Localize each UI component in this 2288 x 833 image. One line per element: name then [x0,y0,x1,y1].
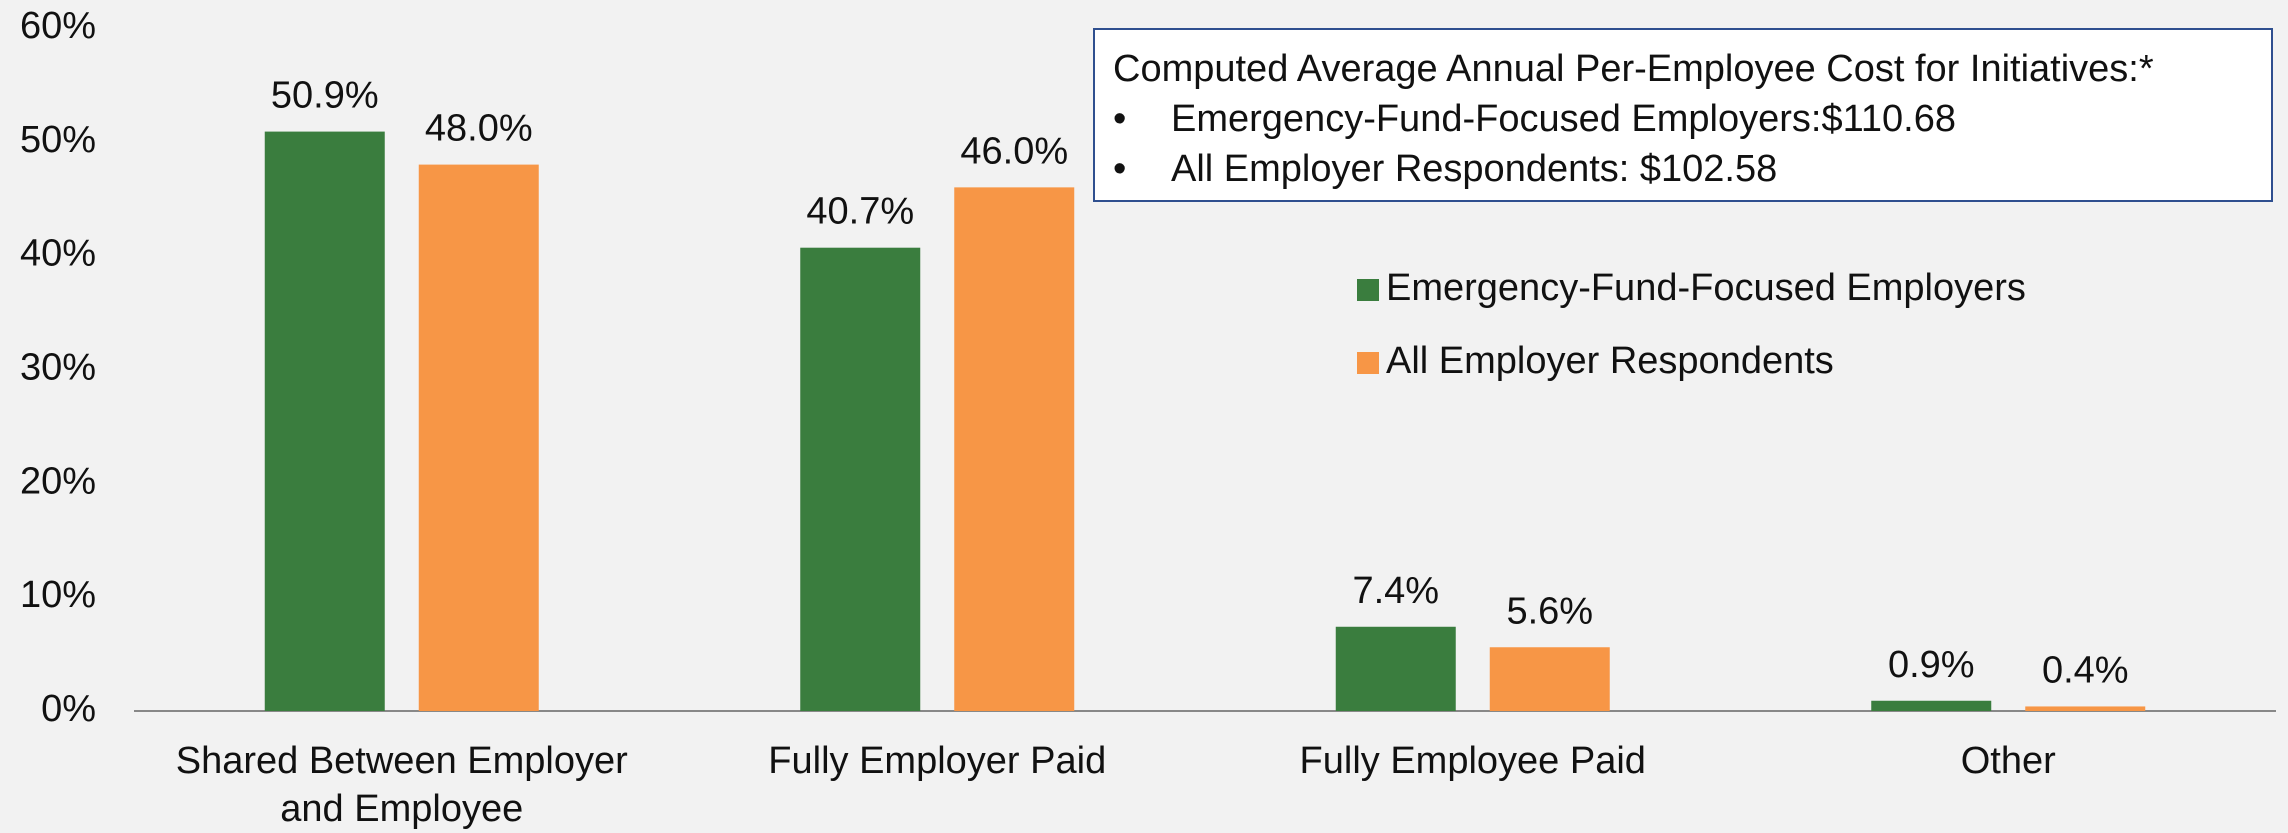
data-label: 48.0% [425,108,533,150]
x-tick-label: Shared Between Employer and Employee [175,740,628,830]
x-tick-label: Fully Employee Paid [1299,740,1646,782]
annotation-text: All Employer Respondents: $102.58 [1171,148,1778,190]
annotation-text: Emergency-Fund-Focused Employers:$110.68 [1171,98,1957,140]
legend-swatch [1357,352,1379,374]
data-label: 40.7% [806,191,914,233]
bar [954,187,1075,711]
bar [418,164,539,712]
bar [1489,647,1610,711]
annotation-item: • All Employer Respondents: $102.58 [1113,148,1778,190]
y-tick-label: 60% [20,5,96,47]
data-label: 50.9% [271,75,379,117]
bar [2025,706,2146,711]
data-label: 0.4% [2042,649,2129,691]
x-tick-label: Fully Employer Paid [768,740,1107,782]
data-label: 7.4% [1352,570,1439,612]
y-tick-label: 40% [20,233,96,275]
y-tick-label: 0% [41,688,96,730]
data-label: 46.0% [960,130,1068,172]
bar [264,131,385,712]
annotation-item: • Emergency-Fund-Focused Employers:$110.6… [1113,98,1957,140]
legend-label: All Employer Respondents [1386,340,1834,382]
annotation-title: Computed Average Annual Per-Employee Cos… [1113,48,2154,90]
bar [1871,700,1992,711]
bar [1335,626,1456,711]
data-label: 0.9% [1888,644,1975,686]
y-tick-label: 50% [20,119,96,161]
annotation-box: Computed Average Annual Per-Employee Cos… [1093,28,2273,202]
bar [800,247,921,711]
y-tick-label: 20% [20,460,96,502]
legend-swatch [1357,279,1379,301]
data-label: 5.6% [1506,590,1593,632]
y-tick-label: 30% [20,347,96,389]
y-tick-label: 10% [20,574,96,616]
x-tick-label: Other [1960,740,2056,782]
legend-label: Emergency-Fund-Focused Employers [1386,267,2026,309]
